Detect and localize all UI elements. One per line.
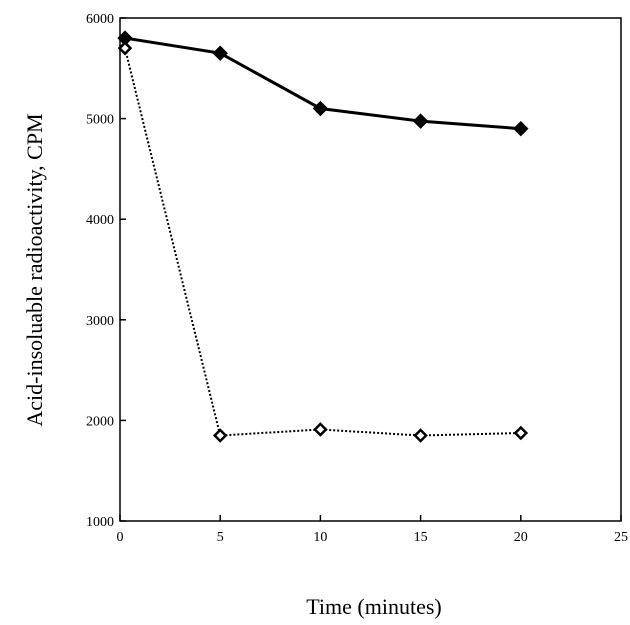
y-tick-label: 5000 [86, 113, 114, 128]
y-axis: 1000 2000 3000 4000 5000 6000 [86, 12, 126, 530]
y-tick-label: 3000 [86, 314, 114, 329]
y-tick-label: 1000 [86, 515, 114, 530]
x-tick-label: 25 [614, 530, 628, 545]
x-tick-label: 0 [117, 530, 124, 545]
x-axis-title: Time (minutes) [306, 594, 441, 619]
series-2-point [513, 425, 529, 441]
plot-frame [119, 17, 622, 522]
x-axis: 0 5 10 15 20 25 [117, 515, 628, 545]
y-tick-label: 4000 [86, 213, 114, 228]
x-tick-label: 10 [313, 530, 327, 545]
series-2-point [413, 428, 428, 443]
x-tick-label: 20 [514, 530, 528, 545]
series-1-point [312, 100, 329, 117]
x-tick-label: 5 [217, 530, 224, 545]
y-tick-label: 2000 [86, 414, 114, 429]
series-1-point [212, 45, 228, 61]
series-2-point [117, 40, 133, 56]
series-2-line [124, 47, 521, 437]
series-1-point [412, 113, 429, 129]
series-2-point [212, 428, 228, 443]
series-layer [117, 30, 529, 443]
series-1-line [124, 36, 521, 131]
series-2-point [313, 422, 328, 437]
y-tick-label: 6000 [86, 12, 114, 27]
y-axis-title: Acid-insoluable radioactivity, CPM [22, 113, 47, 426]
x-tick-label: 15 [414, 530, 428, 545]
series-1-point [513, 120, 529, 137]
